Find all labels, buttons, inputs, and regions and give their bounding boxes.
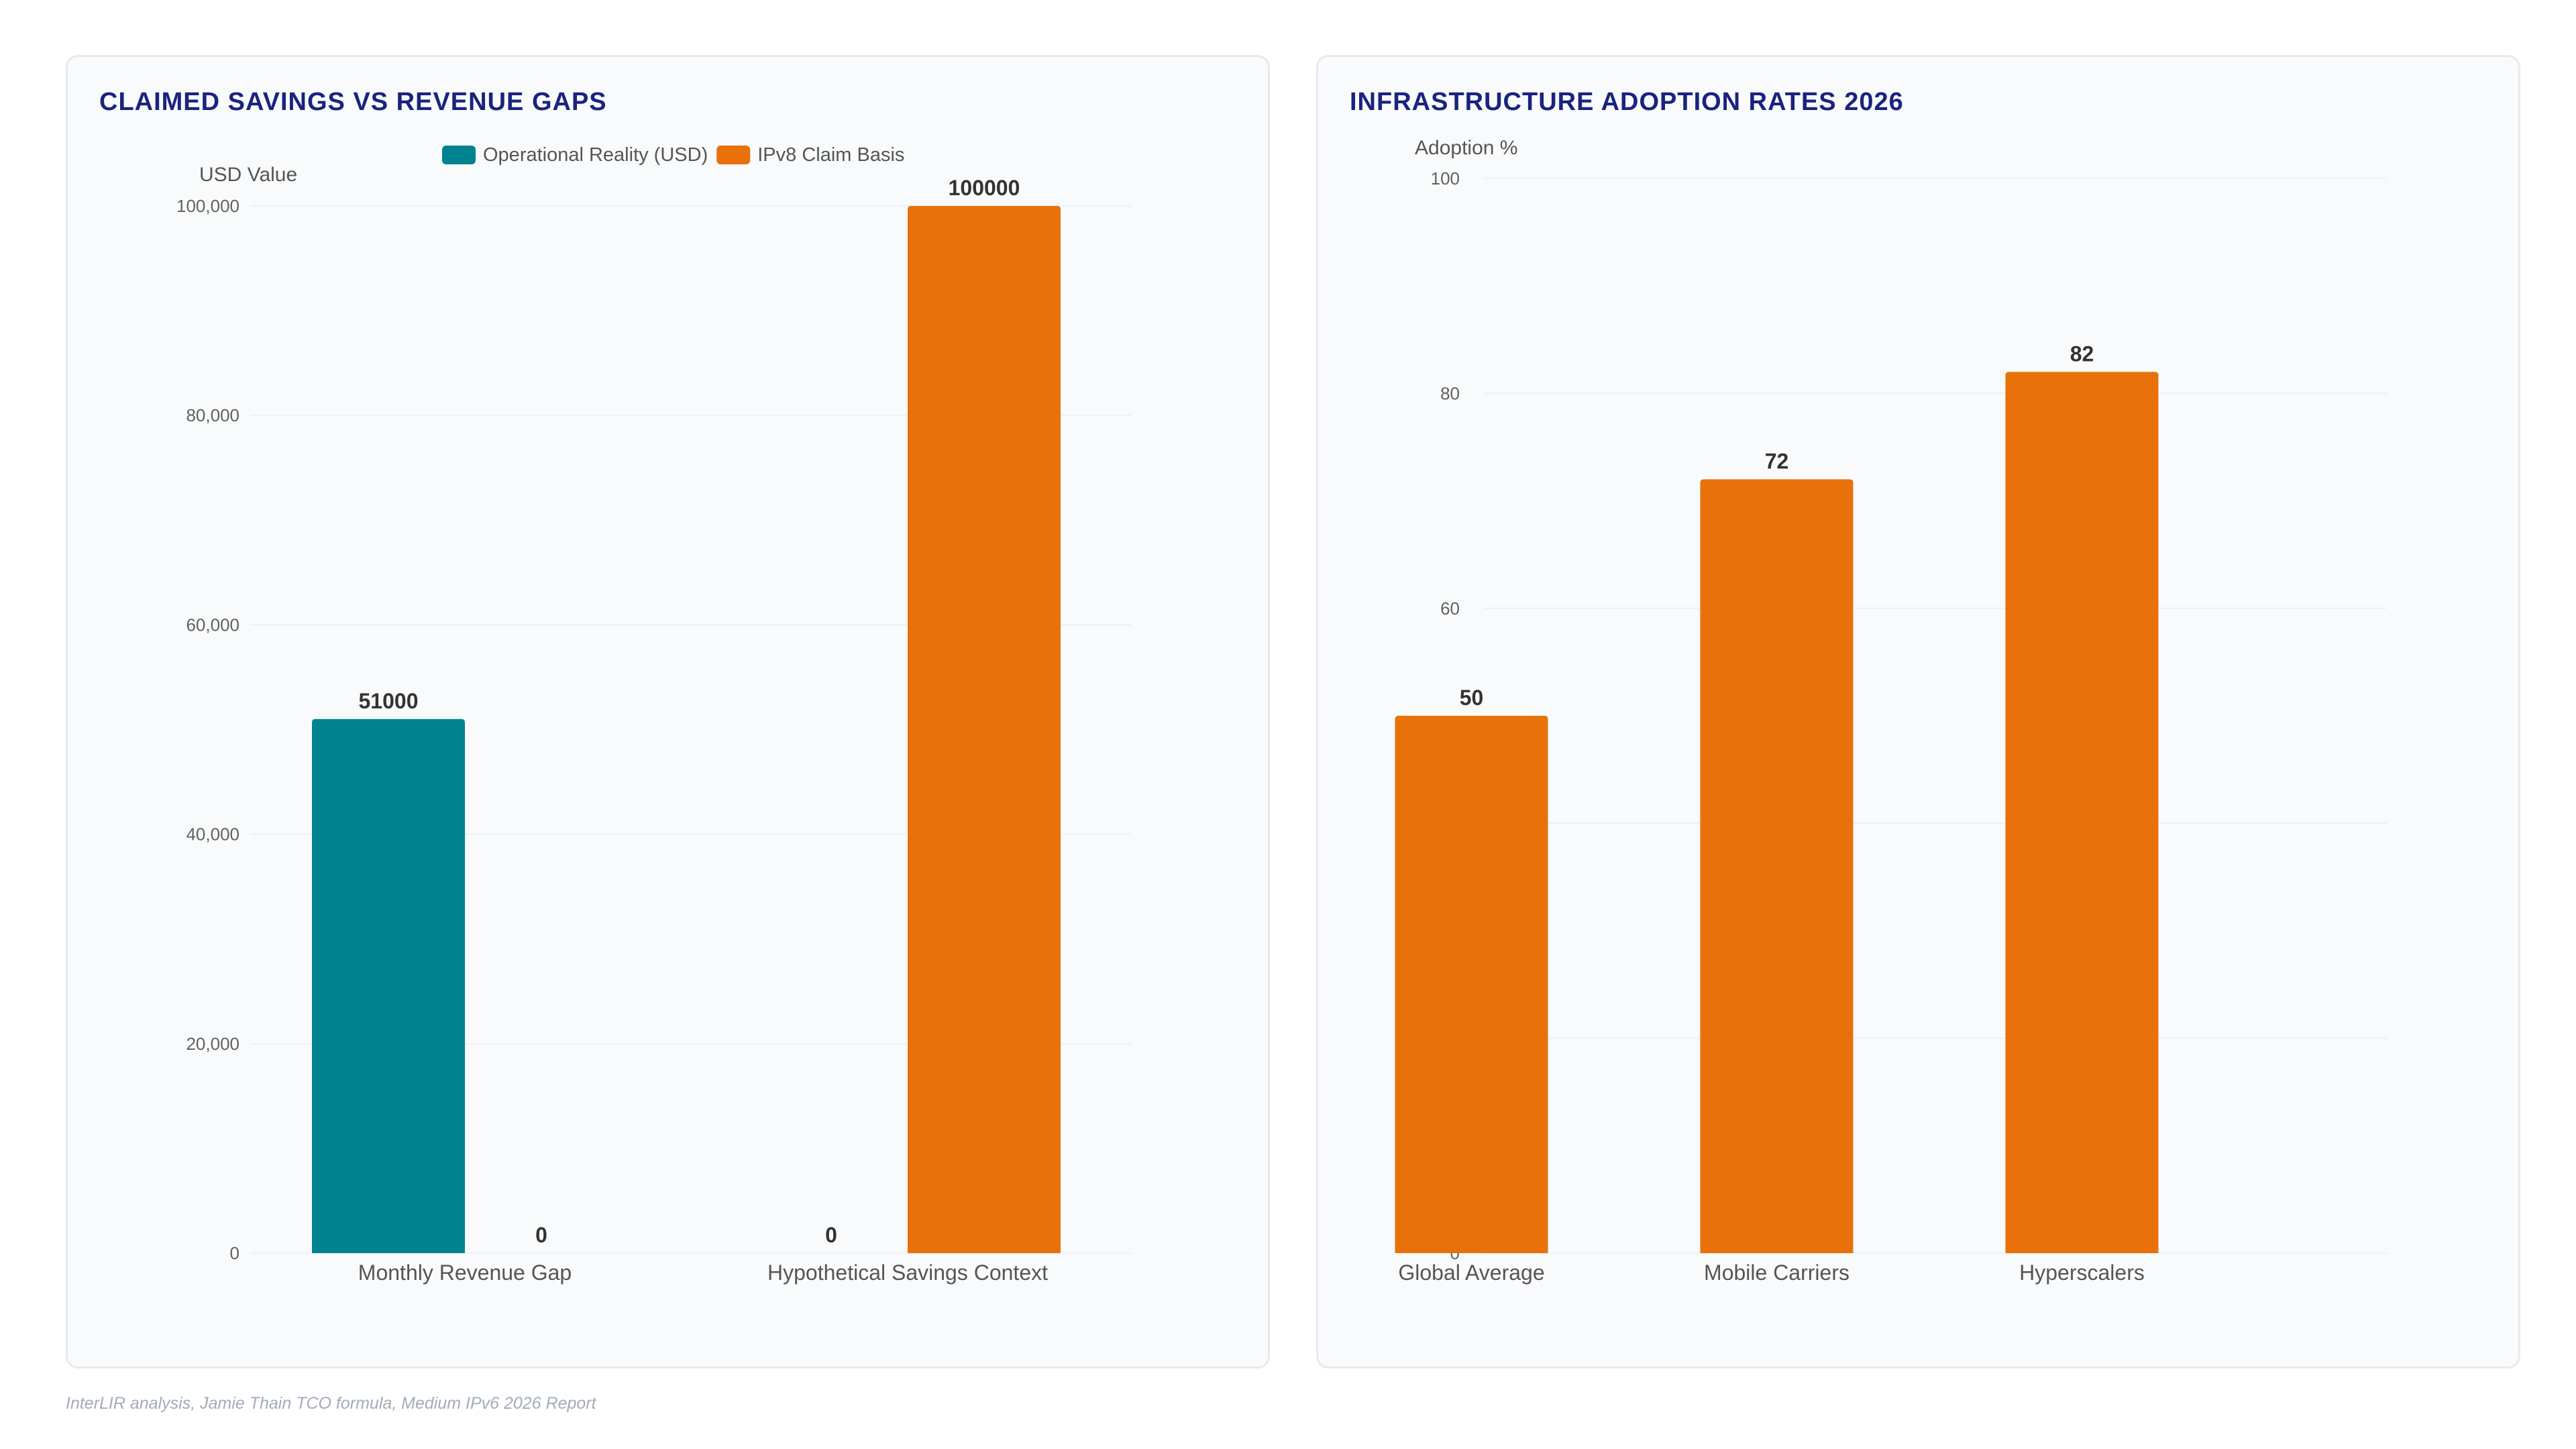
y-tick-label: 0	[230, 1243, 239, 1263]
bar	[312, 718, 465, 1253]
legend-item: IPv8 Claim Basis	[757, 144, 904, 166]
bar	[1395, 716, 1548, 1253]
source-note: InterLIR analysis, Jamie Thain TCO formu…	[66, 1394, 596, 1413]
y-tick-label: 60,000	[186, 614, 239, 635]
y-tick-label: 100	[1431, 168, 1460, 189]
y-axis-label: Adoption %	[1415, 137, 1517, 159]
bar-value-label: 51000	[359, 689, 419, 713]
x-tick-label: Global Average	[1398, 1260, 1544, 1285]
bar-value-label: 0	[535, 1223, 547, 1247]
bar-value-label: 50	[1460, 686, 1484, 710]
x-tick-label: Monthly Revenue Gap	[358, 1260, 572, 1285]
y-axis-label: USD Value	[199, 164, 297, 186]
bar-value-label: 82	[2070, 341, 2094, 366]
bar	[2005, 372, 2159, 1253]
chart-title: INFRASTRUCTURE ADOPTION RATES 2026	[1350, 88, 1904, 116]
bar-value-label: 72	[1765, 449, 1789, 474]
x-tick-label: Mobile Carriers	[1704, 1260, 1849, 1285]
chart-panel-revenue-gaps: CLAIMED SAVINGS VS REVENUE GAPS 0 20,000 4…	[66, 55, 1270, 1368]
bar-value-label: 100000	[949, 176, 1020, 200]
bar-chart-revenue-gaps: 0 20,000 40,000 60,000 80,000 100,000 USD Valu…	[176, 144, 1131, 1285]
y-tick-label: 80	[1440, 383, 1460, 403]
chart-panel-adoption-rates: INFRASTRUCTURE ADOPTION RATES 2026 02040…	[1316, 55, 2520, 1368]
y-tick-label: 20,000	[186, 1034, 239, 1054]
y-tick-label: 80,000	[186, 405, 239, 425]
bar-value-label: 0	[825, 1223, 837, 1247]
legend-item: Operational Reality (USD)	[483, 144, 708, 166]
bar	[908, 206, 1061, 1253]
bar	[1700, 479, 1854, 1253]
legend-swatch	[716, 146, 751, 164]
y-tick-label: 100,000	[176, 196, 239, 216]
x-tick-label: Hypothetical Savings Context	[767, 1260, 1048, 1285]
y-tick-label: 60	[1440, 598, 1460, 619]
legend-swatch	[442, 146, 476, 164]
chart-title: CLAIMED SAVINGS VS REVENUE GAPS	[99, 88, 607, 116]
x-tick-label: Hyperscalers	[2019, 1260, 2145, 1285]
y-tick-label: 40,000	[186, 824, 239, 845]
